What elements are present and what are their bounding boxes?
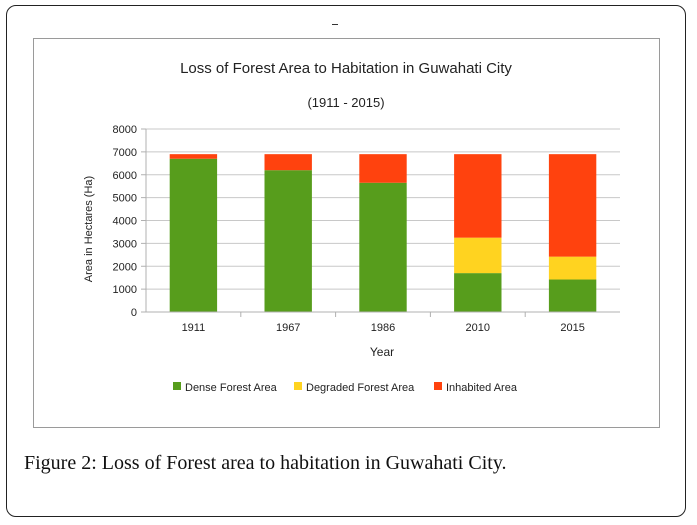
y-tick-label: 5000 (113, 193, 137, 205)
legend-label: Dense Forest Area (185, 382, 278, 394)
y-tick-label: 4000 (113, 216, 137, 228)
legend: Dense Forest Area Degraded Forest Area Inh… (173, 382, 518, 394)
bar-segment (169, 154, 218, 159)
x-tick-label: 1967 (276, 322, 300, 334)
axes: 0 1000 2000 3000 4000 5000 6000 7000 8000 1911 196… (113, 124, 620, 334)
bars (169, 154, 597, 312)
bar-segment (359, 154, 407, 183)
x-axis-label: Year (370, 345, 394, 359)
y-tick-label: 0 (131, 307, 137, 319)
legend-swatch (434, 382, 442, 390)
figure-frame (6, 5, 686, 517)
bar-segment (454, 237, 502, 274)
bar-segment (359, 182, 407, 312)
bar-segment (548, 279, 597, 312)
chart-subtitle: (1911 - 2015) (307, 95, 384, 110)
x-tick-label: 1911 (182, 322, 206, 334)
bar-segment (264, 170, 312, 312)
y-tick-label: 3000 (113, 238, 137, 250)
figure-caption: Figure 2: Loss of Forest area to habitat… (24, 452, 507, 475)
y-tick-label: 2000 (113, 261, 137, 273)
y-tick-label: 7000 (113, 147, 137, 159)
x-tick-label: 2015 (560, 322, 584, 334)
y-tick-label: 8000 (113, 124, 137, 136)
y-tick-label: 6000 (113, 170, 137, 182)
caption-text: Loss of Forest area to habitation in Guw… (96, 452, 507, 474)
legend-swatch (294, 382, 302, 390)
bar-segment (264, 154, 312, 171)
legend-label: Inhabited Area (446, 382, 518, 394)
decorative-dash (332, 24, 338, 25)
bar-segment (454, 273, 502, 312)
caption-label: Figure 2: (24, 452, 97, 474)
y-axis-label: Area in Hectares (Ha) (83, 176, 95, 282)
legend-label: Degraded Forest Area (306, 382, 415, 394)
bar-segment (548, 154, 597, 257)
legend-swatch (173, 382, 181, 390)
bar-segment (548, 256, 597, 280)
bar-segment (169, 158, 218, 312)
y-tick-label: 1000 (113, 284, 137, 296)
chart-title: Loss of Forest Area to Habitation in Guw… (180, 60, 512, 77)
bar-segment (454, 154, 502, 238)
x-tick-label: 2010 (466, 322, 490, 334)
x-tick-label: 1986 (371, 322, 395, 334)
